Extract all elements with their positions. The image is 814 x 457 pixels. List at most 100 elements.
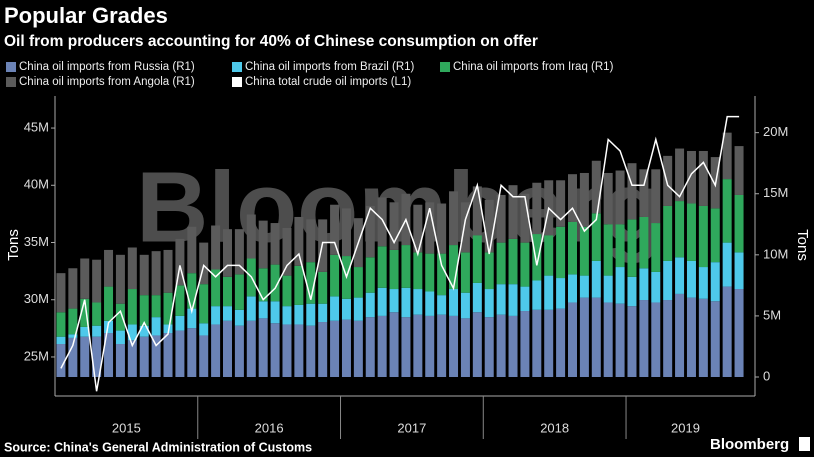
bar <box>568 174 577 222</box>
bar <box>686 260 696 298</box>
bar <box>234 325 244 377</box>
bar <box>413 289 423 315</box>
bar <box>282 306 292 325</box>
bar <box>199 335 209 377</box>
bar <box>722 286 732 377</box>
bar <box>151 251 161 296</box>
bar <box>353 297 363 321</box>
bar <box>663 300 673 377</box>
bar <box>258 268 268 302</box>
bar <box>615 267 625 304</box>
bar <box>306 219 316 263</box>
bar <box>425 291 435 316</box>
bar <box>234 309 244 326</box>
bar <box>698 298 708 377</box>
bar <box>579 172 589 227</box>
brand-icon <box>799 437 810 451</box>
bar <box>663 205 673 261</box>
bar <box>401 245 411 288</box>
bar <box>449 315 459 377</box>
bar <box>80 298 90 327</box>
bar <box>163 324 173 334</box>
bar <box>56 344 66 377</box>
bar <box>639 216 649 269</box>
bar <box>246 214 256 259</box>
bar <box>199 284 209 324</box>
bar <box>294 265 304 305</box>
bar <box>115 254 125 304</box>
bar <box>484 289 494 318</box>
bar <box>615 170 625 225</box>
source: Source: China's General Administration o… <box>4 440 312 454</box>
bar <box>449 191 459 246</box>
bar <box>246 296 256 321</box>
bar <box>139 295 149 326</box>
chart-title: Popular Grades <box>4 3 168 28</box>
bar <box>460 252 470 293</box>
y-tick-label: 35M <box>24 234 49 249</box>
bar <box>484 317 494 377</box>
bar <box>282 324 292 377</box>
bar <box>104 249 114 287</box>
bar <box>377 246 387 288</box>
bar <box>472 235 482 283</box>
bar <box>734 289 744 377</box>
bar <box>663 155 673 206</box>
bar <box>163 333 173 377</box>
bar <box>568 221 577 275</box>
bar <box>413 314 423 377</box>
bar <box>163 249 173 293</box>
bar <box>187 273 197 309</box>
bar <box>151 295 161 318</box>
bar <box>603 172 613 225</box>
bar <box>722 242 732 287</box>
bar <box>508 185 518 239</box>
bar <box>651 223 661 272</box>
bar <box>460 318 470 377</box>
bar <box>270 223 280 265</box>
y2-tick-label: 10M <box>763 246 788 261</box>
bar <box>496 314 506 377</box>
bar <box>698 267 708 299</box>
bar <box>80 258 90 299</box>
bar <box>734 146 744 195</box>
bar <box>579 297 589 377</box>
bar <box>377 287 387 316</box>
legend-swatch <box>6 77 16 87</box>
bar <box>520 242 530 287</box>
bar <box>282 275 292 307</box>
bar <box>651 169 661 224</box>
bar <box>306 325 316 377</box>
bar <box>675 257 685 294</box>
y2-tick-label: 15M <box>763 185 788 200</box>
bar <box>294 216 304 266</box>
bar <box>556 226 566 279</box>
bar <box>115 303 125 331</box>
legend-label: China oil imports from Iraq (R1) <box>453 61 614 73</box>
bar <box>187 328 197 377</box>
bar <box>472 312 482 377</box>
bar <box>377 197 387 247</box>
bar <box>520 193 530 243</box>
bar <box>151 317 161 336</box>
legend-label: China oil imports from Brazil (R1) <box>245 61 415 73</box>
bar <box>234 229 244 275</box>
bar <box>544 275 554 310</box>
legend-swatch <box>232 77 242 87</box>
bar <box>591 260 601 298</box>
bar <box>68 308 78 335</box>
y-axis-title: Tons <box>5 229 22 261</box>
bar <box>389 312 399 377</box>
legend-swatch <box>6 62 16 72</box>
bar <box>627 276 637 307</box>
bar <box>330 320 340 377</box>
bar <box>484 199 494 253</box>
bar <box>591 297 601 377</box>
bar <box>68 268 78 309</box>
bar <box>544 235 554 276</box>
bar <box>270 301 280 324</box>
y-tick-label: 40M <box>24 177 49 192</box>
bar <box>56 312 66 337</box>
bar <box>508 284 518 316</box>
